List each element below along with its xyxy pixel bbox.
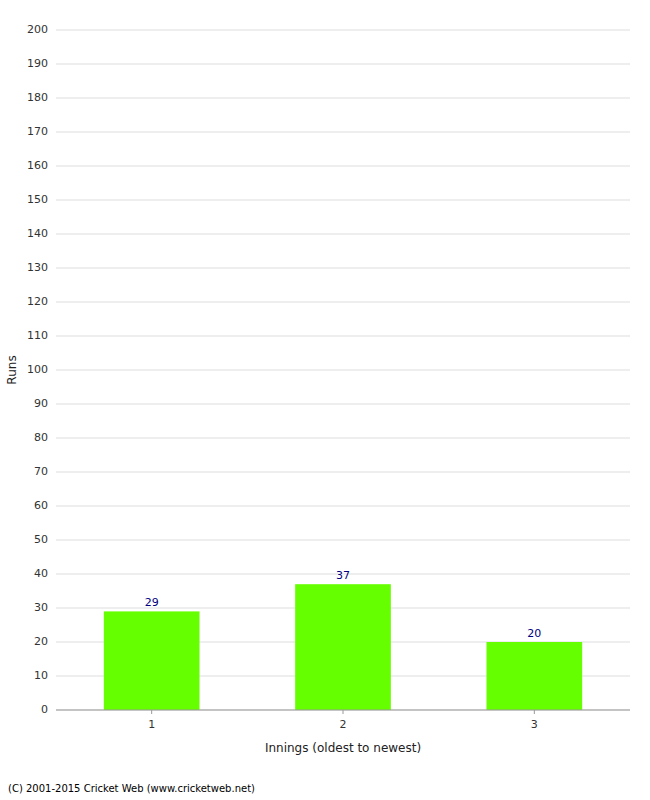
y-tick-label: 120 [27,295,48,308]
data-label: 20 [527,627,541,640]
y-tick-label: 90 [34,397,48,410]
y-tick-label: 130 [27,261,48,274]
y-tick-label: 110 [27,329,48,342]
y-tick-label: 140 [27,227,48,240]
grid [56,30,630,710]
x-tick [534,710,535,714]
y-tick-label: 100 [27,363,48,376]
grid-line [56,302,630,303]
data-label: 37 [336,569,350,582]
y-tick-label: 160 [27,159,48,172]
chart-svg: 0102030405060708090100110120130140150160… [0,0,650,800]
y-tick-label: 80 [34,431,48,444]
y-tick-label: 180 [27,91,48,104]
y-tick-label: 50 [34,533,48,546]
grid-line [56,30,630,31]
chart-container: 0102030405060708090100110120130140150160… [0,0,650,800]
y-tick-label: 150 [27,193,48,206]
grid-line [56,234,630,235]
grid-line [56,98,630,99]
grid-line [56,268,630,269]
grid-line [56,540,630,541]
grid-line [56,132,630,133]
footer-annotation: (C) 2001-2015 Cricket Web (www.cricketwe… [8,783,255,794]
x-tick [151,710,152,714]
y-axis-label: Runs [5,355,19,384]
y-tick-label: 10 [34,669,48,682]
grid-line [56,64,630,65]
x-tick-label: 1 [148,718,155,731]
y-tick-label: 70 [34,465,48,478]
y-tick-label: 190 [27,57,48,70]
grid-line [56,438,630,439]
x-tick-label: 3 [531,718,538,731]
grid-line [56,200,630,201]
grid-line [56,370,630,371]
x-axis-label: Innings (oldest to newest) [265,741,421,755]
x-tick [343,710,344,714]
grid-line [56,404,630,405]
y-tick-label: 0 [41,703,48,716]
bar [104,611,200,710]
y-tick-label: 60 [34,499,48,512]
y-tick-label: 30 [34,601,48,614]
bars [104,584,582,710]
bar [487,642,583,710]
y-tick-label: 40 [34,567,48,580]
grid-line [56,336,630,337]
y-tick-label: 20 [34,635,48,648]
y-tick-label: 170 [27,125,48,138]
grid-line [56,472,630,473]
data-label: 29 [145,596,159,609]
grid-line [56,506,630,507]
grid-line [56,166,630,167]
x-tick-label: 2 [340,718,347,731]
y-tick-label: 200 [27,23,48,36]
bar [295,584,391,710]
